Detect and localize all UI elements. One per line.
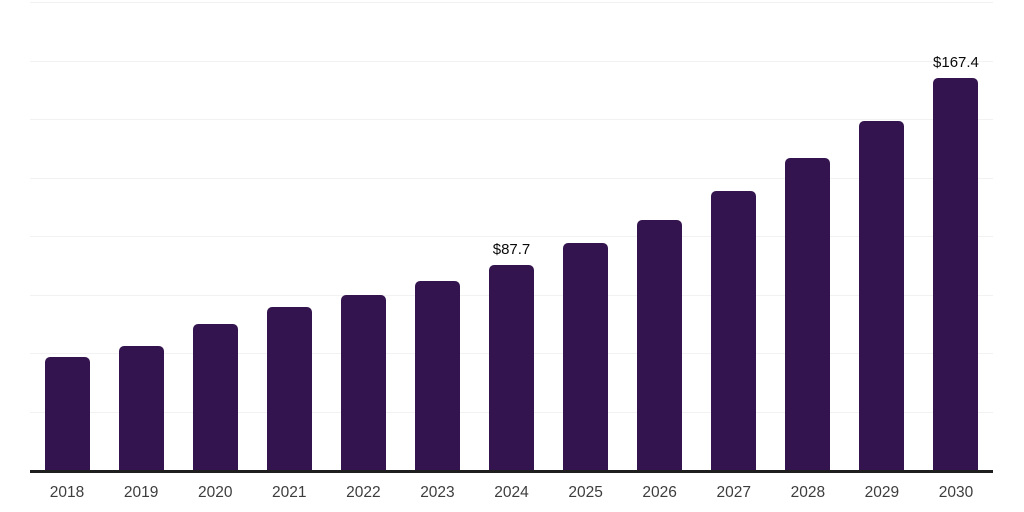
bar-2030[interactable] <box>933 78 979 470</box>
bar-2019[interactable] <box>118 345 164 470</box>
x-tick-2029: 2029 <box>864 484 900 501</box>
gridline <box>30 2 993 3</box>
x-tick-2028: 2028 <box>790 484 826 501</box>
bar-2024[interactable] <box>489 264 534 470</box>
gridline <box>30 236 993 237</box>
bar-slot-2020 <box>178 2 252 470</box>
x-tick-2020: 2020 <box>197 484 233 501</box>
x-tick-2026: 2026 <box>642 484 677 501</box>
x-tick-2027: 2027 <box>716 484 751 501</box>
bar-slot-2021 <box>252 2 326 470</box>
bar-2026[interactable] <box>637 220 683 470</box>
gridline <box>30 60 993 62</box>
bar-slot-2023 <box>400 2 474 470</box>
x-tick-2022: 2022 <box>346 484 381 501</box>
bar-slot-2027 <box>697 2 771 470</box>
x-tick-2025: 2025 <box>568 484 603 501</box>
bar-slot-2022 <box>326 2 400 470</box>
bar-slot-2025 <box>549 2 623 470</box>
x-tick-2023: 2023 <box>420 484 455 501</box>
x-tick-2021: 2021 <box>272 484 307 501</box>
bar-2020[interactable] <box>192 324 238 470</box>
bar-slot-2024: $87.7 <box>474 2 548 470</box>
bar-series: $87.7 $167.4 <box>30 2 993 470</box>
bar-2029[interactable] <box>859 120 905 470</box>
plot-area: $87.7 $167.4 <box>30 2 993 473</box>
gridline <box>30 119 993 120</box>
bar-2025[interactable] <box>563 243 609 470</box>
bar-2023[interactable] <box>414 281 460 470</box>
bar-slot-2026 <box>623 2 697 470</box>
bar-value-label-2030: $167.4 <box>933 54 979 72</box>
bar-slot-2028 <box>771 2 845 470</box>
gridline <box>30 177 993 179</box>
bar-slot-2029 <box>845 2 919 470</box>
bar-2027[interactable] <box>711 190 757 470</box>
x-tick-2018: 2018 <box>49 484 85 501</box>
bar-value-label-2024: $87.7 <box>492 240 531 258</box>
x-tick-2019: 2019 <box>123 484 159 501</box>
bar-slot-2018 <box>30 2 104 470</box>
bar-slot-2019 <box>104 2 178 470</box>
x-tick-2030: 2030 <box>938 484 974 501</box>
bar-2022[interactable] <box>340 294 386 470</box>
x-tick-2024: 2024 <box>494 484 529 501</box>
bar-2018[interactable] <box>44 356 90 470</box>
bar-2028[interactable] <box>785 158 831 470</box>
bar-2021[interactable] <box>266 306 312 470</box>
bar-slot-2030: $167.4 <box>919 2 993 470</box>
x-axis-tick-labels: 2018 2019 2020 2021 2022 2023 2024 2025 2026 2027… <box>30 484 993 501</box>
